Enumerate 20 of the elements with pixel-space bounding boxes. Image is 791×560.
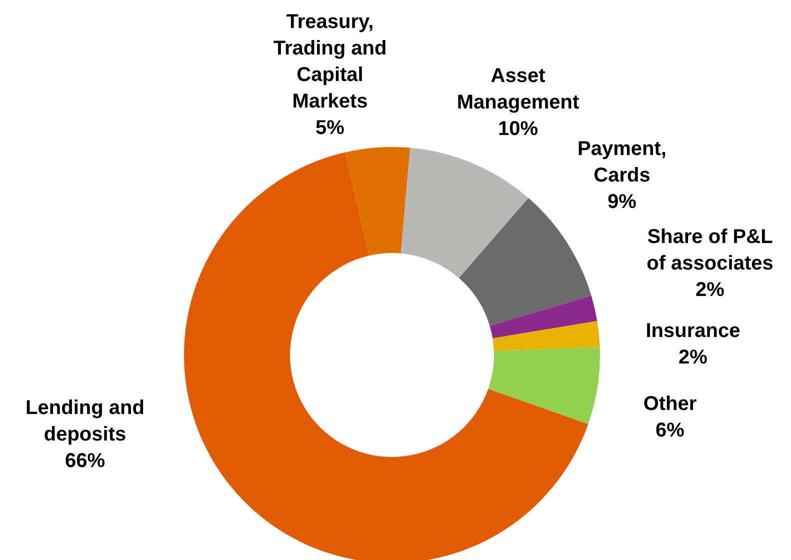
data-label: 66% [64, 450, 106, 472]
slice-label: Lending and deposits [26, 397, 144, 446]
slice-label: Payment, Cards [578, 138, 666, 186]
data-label: 10% [498, 118, 538, 140]
data-label: 5% [316, 117, 345, 139]
donut-slice [488, 347, 600, 424]
donut-slice [490, 296, 598, 338]
slice-label: Asset Management [456, 65, 580, 114]
data-label: 6% [656, 420, 685, 442]
donut-slice [400, 148, 528, 278]
slice-label: Other [643, 393, 697, 415]
data-label: 2% [696, 279, 725, 301]
donut-slice [458, 198, 592, 326]
slice-label: Insurance [646, 320, 740, 342]
data-label: 9% [608, 191, 637, 213]
donut-slice [492, 321, 600, 352]
slice-label: Share of P&L of associates [646, 226, 774, 274]
slice-label: Treasury, Trading and Capital Markets [273, 11, 387, 112]
data-label: 2% [678, 346, 708, 368]
donut-slice [345, 147, 410, 256]
